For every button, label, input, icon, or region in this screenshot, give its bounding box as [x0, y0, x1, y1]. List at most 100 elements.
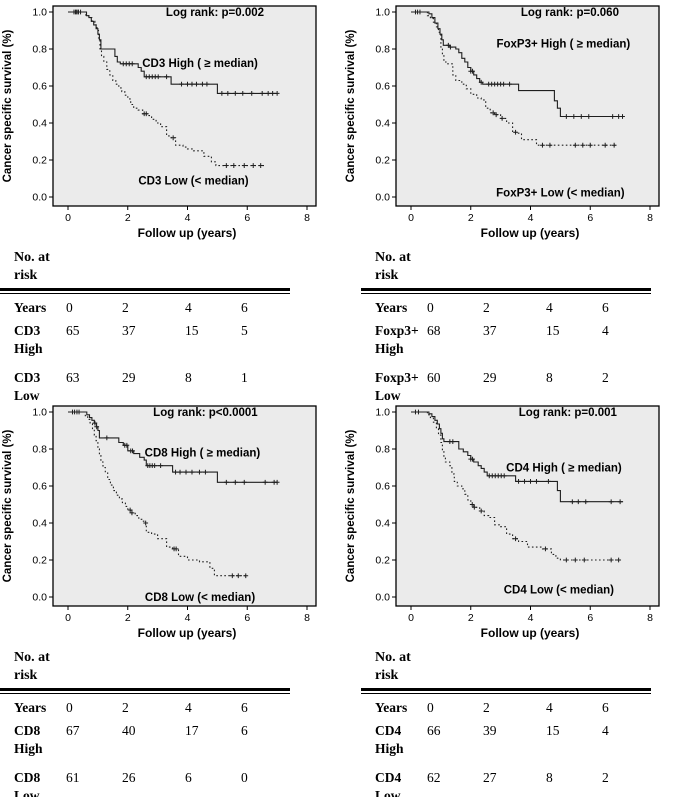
km-chart-cd3: CD3 High ( ≥ median) CD3 Low (< median) 0.… — [2, 5, 317, 240]
censor-mark — [243, 573, 249, 579]
censor-mark — [578, 114, 584, 119]
x-tick-label: 6 — [587, 612, 593, 624]
risk-value: 27 — [483, 770, 497, 785]
risk-value: 17 — [185, 723, 199, 738]
censor-mark — [478, 79, 484, 85]
censor-mark — [249, 91, 255, 96]
km-chart-cd4: CD4 High ( ≥ median) CD4 Low (< median) 0.… — [345, 405, 660, 640]
censor-mark — [179, 81, 184, 87]
plot-area — [396, 406, 659, 606]
censor-mark — [235, 573, 241, 579]
censor-mark — [587, 142, 593, 148]
censor-mark — [189, 469, 195, 475]
risk-value: 67 — [66, 723, 80, 738]
risk-value: 29 — [483, 370, 497, 385]
censor-mark — [540, 142, 545, 148]
censor-mark — [501, 81, 507, 87]
censor-mark — [586, 114, 592, 119]
survival-curve-dotted — [68, 11, 266, 167]
censor-mark — [259, 91, 265, 96]
censor-mark — [608, 557, 614, 563]
risk-header-row: Years 0 2 4 6 — [361, 296, 651, 317]
censor-mark — [197, 469, 202, 475]
risk-heading: No. at risk — [375, 250, 411, 283]
table-rule-thick — [0, 288, 290, 291]
censor-mark — [240, 91, 246, 96]
censor-mark — [219, 91, 225, 96]
censor-mark — [143, 520, 149, 526]
risk-value: 8 — [185, 370, 192, 385]
x-tick-label: 0 — [65, 212, 71, 224]
censor-mark — [569, 499, 575, 505]
risk-value: 6 — [241, 723, 248, 738]
risk-value: 26 — [122, 770, 136, 785]
censor-mark — [490, 110, 496, 116]
risk-value: 39 — [483, 723, 497, 738]
x-tick-label: 8 — [304, 612, 310, 624]
censor-mark — [534, 478, 539, 484]
x-tick-label: 8 — [647, 212, 653, 224]
censor-mark — [124, 442, 130, 448]
censor-mark — [94, 424, 100, 430]
censor-mark — [610, 114, 616, 119]
x-tick-label: 2 — [125, 612, 131, 624]
y-tick-label: 0.4 — [375, 518, 390, 530]
logrank-label: Log rank: p=0.002 — [166, 7, 264, 19]
censor-mark — [225, 91, 231, 96]
risk-value: 40 — [122, 723, 136, 738]
table-rule-thin — [361, 293, 651, 294]
risk-value: 2 — [602, 370, 609, 385]
y-tick-label: 0.2 — [375, 555, 390, 567]
risk-value: 61 — [66, 770, 80, 785]
logrank-label: Log rank: p<0.0001 — [153, 407, 258, 419]
censor-mark — [229, 573, 235, 579]
plot-border — [52, 5, 317, 207]
x-tick-label: 6 — [587, 212, 593, 224]
table-rule-thin — [0, 293, 290, 294]
table-rule-thin — [0, 693, 290, 694]
y-tick-label: 0.8 — [375, 44, 390, 56]
risk-header-year: 4 — [185, 700, 192, 715]
censor-mark — [543, 546, 548, 552]
x-tick-label: 4 — [185, 612, 191, 624]
censor-mark — [522, 478, 527, 484]
risk-value: 0 — [241, 770, 248, 785]
risk-header-year: 6 — [241, 300, 248, 315]
risk-value: 37 — [122, 323, 136, 338]
series-label: CD4 Low (< median) — [504, 585, 614, 597]
table-rule-thick — [0, 688, 290, 691]
censor-mark — [602, 142, 608, 148]
censor-mark — [250, 163, 256, 168]
risk-heading: No. at risk — [375, 650, 411, 683]
km-chart-cd8: CD8 High ( ≥ median) CD8 Low (< median) 0.… — [2, 405, 317, 640]
censor-mark — [129, 510, 135, 516]
censor-mark — [241, 479, 247, 485]
y-tick-label: 0.6 — [375, 81, 390, 93]
plot-border — [395, 5, 660, 207]
y-tick-label: 0.6 — [32, 81, 47, 93]
censor-mark — [185, 81, 190, 87]
censor-mark — [516, 478, 521, 484]
censor-mark — [469, 502, 475, 507]
censor-mark — [130, 448, 135, 454]
risk-value: 8 — [546, 370, 553, 385]
risk-header-year: 2 — [122, 300, 129, 315]
risk-header-year: 0 — [427, 700, 434, 715]
risk-table-inner: No. at risk Years 0 2 4 6 CD4 High 66 39 15 4 CD4 Low 6… — [361, 645, 651, 797]
table-rule-thick — [361, 688, 651, 691]
y-tick-label: 0.4 — [32, 118, 47, 130]
censor-mark — [470, 68, 475, 74]
risk-heading: No. at risk — [14, 250, 50, 283]
censor-mark — [583, 499, 589, 505]
risk-value: 4 — [602, 323, 609, 338]
risk-table-block-cd8: No. at risk Years 0 2 4 6 CD8 High 67 40 17 6 CD8 Low 6… — [0, 645, 342, 797]
censor-mark — [158, 463, 164, 469]
risk-header-year: 6 — [602, 700, 609, 715]
censor-mark — [173, 546, 179, 552]
table-rule-thick — [361, 288, 651, 291]
risk-row: CD4 Low 62 27 8 2 — [361, 758, 651, 797]
risk-header-year: 4 — [185, 300, 192, 315]
censor-mark — [170, 135, 176, 141]
censor-mark — [450, 439, 456, 444]
